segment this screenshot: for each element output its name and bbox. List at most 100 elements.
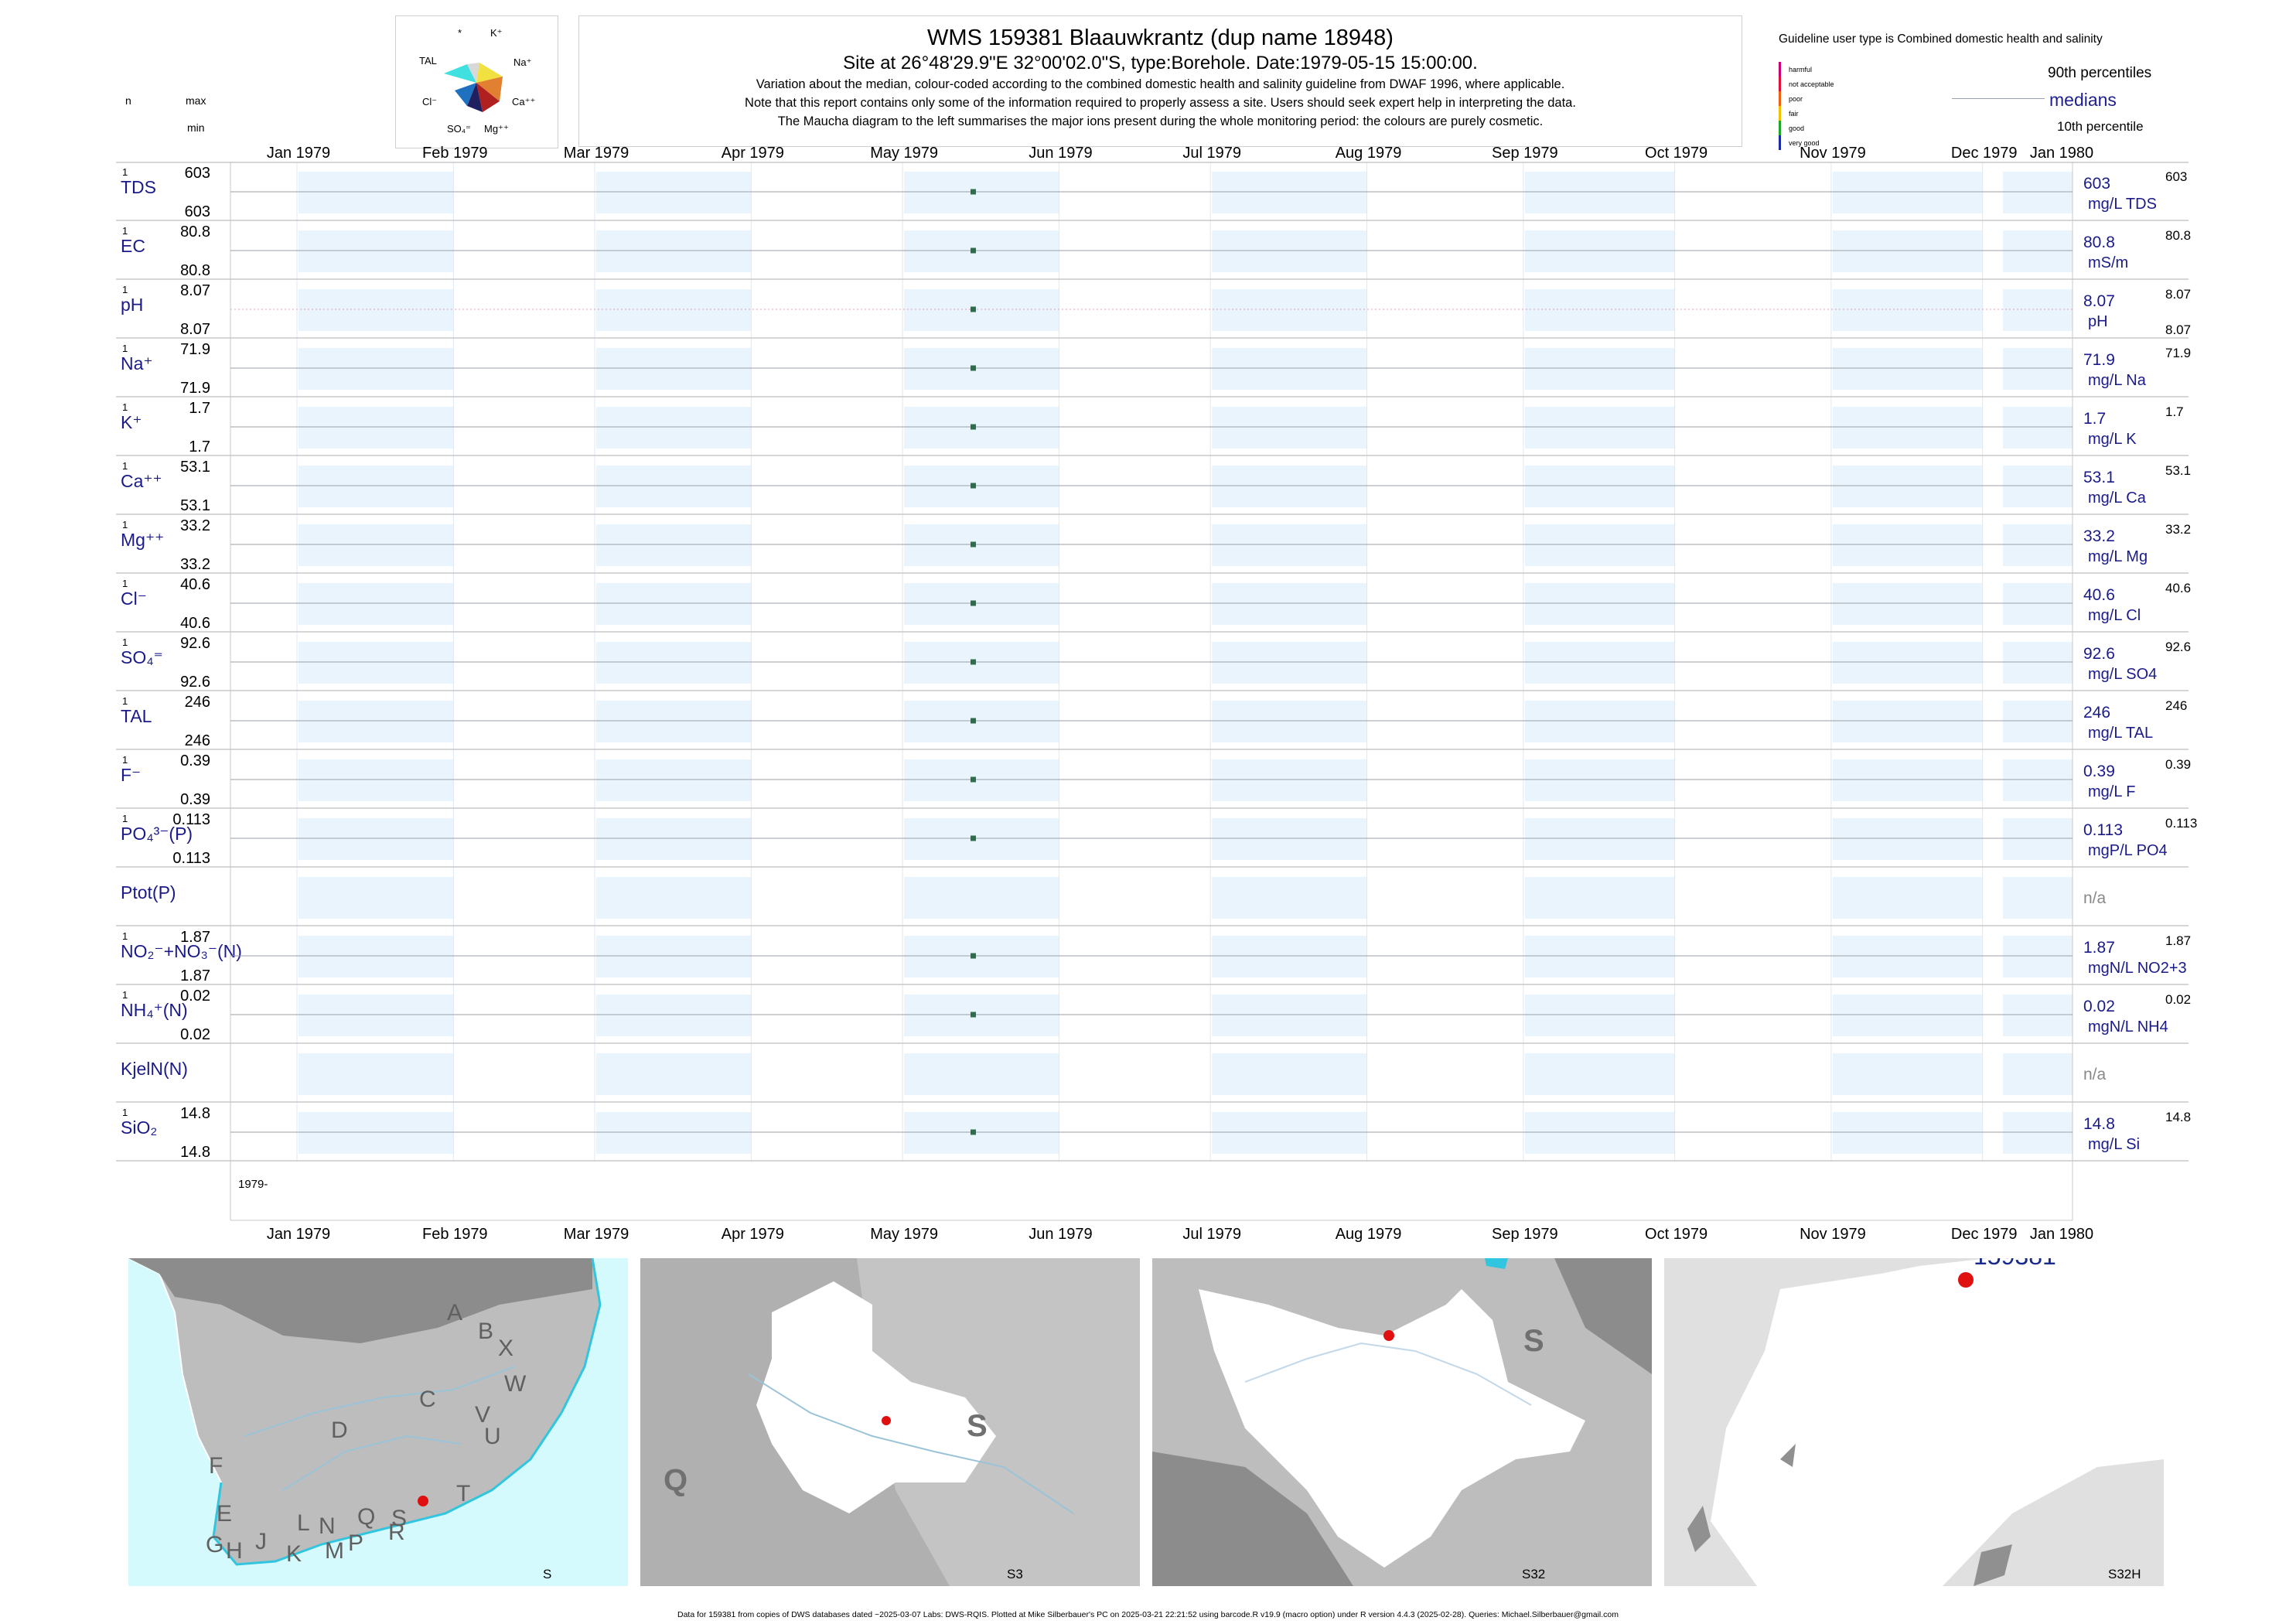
col-header-min: min [187,121,205,134]
guideline-class-list: harmful not acceptable poor fair good very go… [1779,62,1834,150]
map-s-region-letter: V [475,1402,490,1428]
maucha-label-cl: Cl⁻ [422,96,437,107]
month-band [1212,407,1367,449]
month-band [299,230,454,272]
month-band [1832,701,1983,742]
month-band [1524,877,1675,919]
sample-point [970,365,976,371]
row-n: 1 [122,813,128,824]
map-s-region-letter: Q [357,1504,375,1530]
month-tick-label-bottom: Oct 1979 [1645,1226,1708,1243]
month-band [1524,583,1675,625]
month-band [1524,642,1675,684]
sample-point [970,424,976,430]
row-unit: mgN/L NO2+3 [2088,960,2187,977]
parameter-label: KjelN(N) [121,1059,188,1079]
row-p90: 0.113 [2165,816,2197,831]
guideline-class-item: poor [1779,91,1834,106]
row-min: 71.9 [180,380,210,397]
month-band [596,759,752,801]
row-median-value: 246 [2083,704,2110,722]
parameter-label: PO₄³⁻(P) [121,824,193,844]
row-p90: 603 [2165,169,2187,184]
month-band [596,289,752,331]
month-band [2003,407,2073,449]
month-band [1832,1112,1983,1154]
row-max: 92.6 [180,635,210,652]
month-band [299,877,454,919]
row-max: 603 [185,165,210,182]
parameter-label: TDS [121,177,156,197]
parameter-label: SO₄⁼ [121,647,163,667]
row-n: 1 [122,166,128,178]
row-min: 246 [185,732,210,749]
month-tick-label-top: Jul 1979 [1182,145,1241,162]
month-band [299,172,454,213]
row-max: 0.02 [180,988,210,1005]
maucha-segment-ca [476,77,503,101]
month-band [1832,230,1983,272]
map-s32h-pan [1687,1506,1711,1552]
map-s3-svg: S Q S3 [664,1258,1140,1586]
month-band [2003,172,2073,213]
guideline-class-label: poor [1789,94,1803,103]
row-unit: mg/L Na [2088,372,2147,389]
guideline-class-label: not acceptable [1789,80,1834,88]
month-band [904,466,1059,507]
map-s3-river [748,1373,1074,1514]
row-max: 246 [185,694,210,711]
row-p10: 8.07 [2165,322,2191,337]
map-s32-site-marker [1383,1330,1394,1341]
sample-point [970,776,976,783]
maucha-segment-mg [476,83,500,112]
parameter-label: Ptot(P) [121,882,176,902]
month-band [2003,877,2073,919]
row-median-value: 33.2 [2083,527,2115,545]
guideline-class-swatch [1779,121,1781,135]
row-median-value: 0.39 [2083,763,2115,780]
parameter-label: F⁻ [121,765,141,785]
month-band [1832,1053,1983,1095]
guideline-class-item: fair [1779,106,1834,121]
row-unit: mg/L Si [2088,1136,2140,1153]
row-unit: mg/L K [2088,431,2137,448]
row-max: 71.9 [180,341,210,358]
parameter-label: Na⁺ [121,353,153,374]
note-line-3: The Maucha diagram to the left summarise… [777,114,1544,128]
month-band [2003,642,2073,684]
map-s3-letter-s: S [967,1409,988,1443]
guideline-class-swatch [1779,135,1781,150]
row-max: 1.87 [180,929,210,946]
month-band [299,995,454,1036]
month-band [1524,466,1675,507]
month-band [1832,642,1983,684]
maucha-label-so4: SO₄⁼ [447,123,471,135]
row-unit: mg/L Cl [2088,607,2141,624]
month-band [596,1112,752,1154]
map-s-region-letter: P [348,1530,363,1556]
row-min: 40.6 [180,615,210,632]
month-tick-label-top: May 1979 [870,145,938,162]
row-min: 33.2 [180,556,210,573]
map-s32-dam [1485,1258,1508,1269]
row-n: 1 [122,225,128,237]
legend-p10: 10th percentile [2057,119,2144,134]
row-min: 80.8 [180,262,210,279]
month-band [2003,701,2073,742]
month-band [596,407,752,449]
month-band [2003,1112,2073,1154]
parameter-label: pH [121,295,143,315]
month-band [1832,936,1983,977]
month-band [299,583,454,625]
month-band [904,877,1059,919]
map-s32h-svg: 159381 S32H [1687,1258,2164,1586]
row-unit: mg/L SO4 [2088,666,2157,683]
month-band [1212,348,1367,390]
month-band [1832,524,1983,566]
month-band [299,701,454,742]
month-band [1212,172,1367,213]
row-max: 40.6 [180,576,210,593]
map-s-region-letter: E [217,1501,232,1527]
map-s32-river [1244,1342,1532,1406]
parameter-label: Cl⁻ [121,589,147,609]
